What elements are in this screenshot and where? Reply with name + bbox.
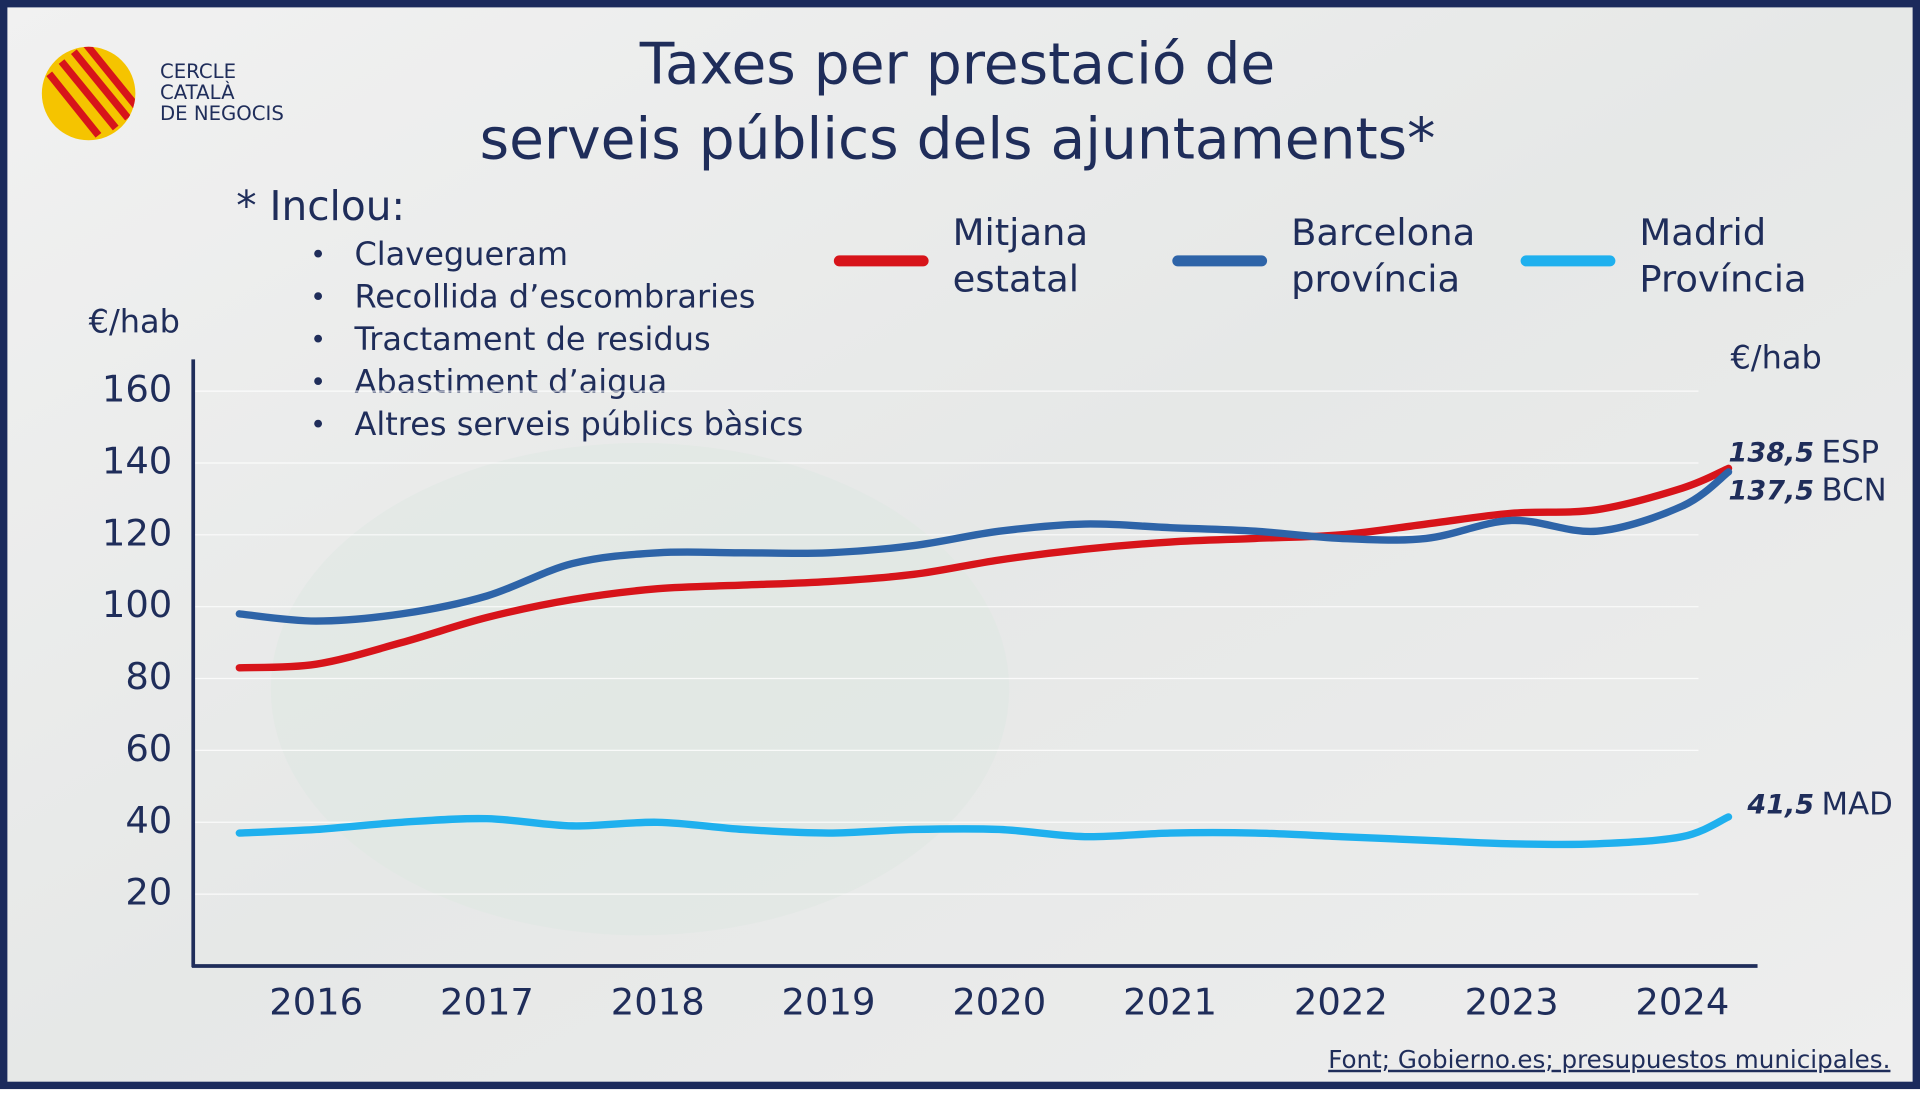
x-tick-label: 2021 xyxy=(1123,981,1217,1024)
x-tick-label: 2016 xyxy=(269,981,363,1024)
x-tick-label: 2018 xyxy=(611,981,705,1024)
note-title: * Inclou: xyxy=(236,182,405,230)
line-series xyxy=(235,813,1733,849)
note-item: Abastiment d’aigua xyxy=(354,362,667,400)
line-series xyxy=(235,464,1733,672)
legend-label: Barcelona província xyxy=(1291,210,1487,300)
series-tag: MAD xyxy=(1822,787,1893,823)
y-tick-label: 140 xyxy=(102,439,172,482)
note-item: Altres serveis públics bàsics xyxy=(354,405,803,443)
legend-label: Mitjana estatal xyxy=(953,210,1100,300)
y-tick-label: 100 xyxy=(102,583,172,626)
series-tag: BCN xyxy=(1822,473,1887,509)
note-item: Recollida d’escombraries xyxy=(354,277,755,315)
chart-title: serveis públics dels ajuntaments* xyxy=(480,106,1436,172)
line-series xyxy=(235,468,1733,625)
source: Font; Gobierno.es; presupuestos municipa… xyxy=(1328,1045,1890,1074)
y-tick-label: 160 xyxy=(102,368,172,411)
bullet: • xyxy=(310,239,326,270)
y-axis-label: €/hab xyxy=(89,303,180,341)
x-tick-label: 2023 xyxy=(1465,981,1559,1024)
series-tag: ESP xyxy=(1822,435,1880,471)
logo-text: CERCLE xyxy=(160,60,236,83)
x-tick-label: 2022 xyxy=(1294,981,1388,1024)
x-tick-label: 2020 xyxy=(952,981,1046,1024)
bullet: • xyxy=(310,282,326,313)
note-item: Clavegueram xyxy=(354,235,568,273)
note-item: Tractament de residus xyxy=(353,320,710,358)
legend-label: Madrid Província xyxy=(1639,210,1806,300)
chart-title: Taxes per prestació de xyxy=(639,31,1275,97)
bullet: • xyxy=(310,367,326,398)
right-axis-label: €/hab xyxy=(1730,338,1821,376)
y-tick-label: 60 xyxy=(125,727,172,770)
y-tick-label: 40 xyxy=(125,799,172,842)
logo-text: DE NEGOCIS xyxy=(160,102,284,125)
x-tick-label: 2024 xyxy=(1635,981,1729,1024)
logo-text: CATALÀ xyxy=(160,81,235,104)
data-label: 138,5 xyxy=(1729,438,1815,469)
bullet: • xyxy=(310,324,326,355)
y-tick-label: 80 xyxy=(125,655,172,698)
y-tick-label: 20 xyxy=(125,871,172,914)
bullet: • xyxy=(310,409,326,440)
y-tick-label: 120 xyxy=(102,511,172,554)
data-label: 137,5 xyxy=(1729,476,1815,507)
data-label: 41,5 xyxy=(1746,790,1814,821)
x-tick-label: 2019 xyxy=(782,981,876,1024)
background-shape xyxy=(270,443,1010,936)
logo xyxy=(41,46,136,141)
x-tick-label: 2017 xyxy=(440,981,534,1024)
